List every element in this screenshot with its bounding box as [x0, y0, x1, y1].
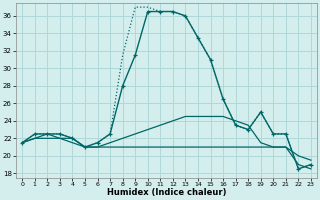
X-axis label: Humidex (Indice chaleur): Humidex (Indice chaleur)	[107, 188, 226, 197]
